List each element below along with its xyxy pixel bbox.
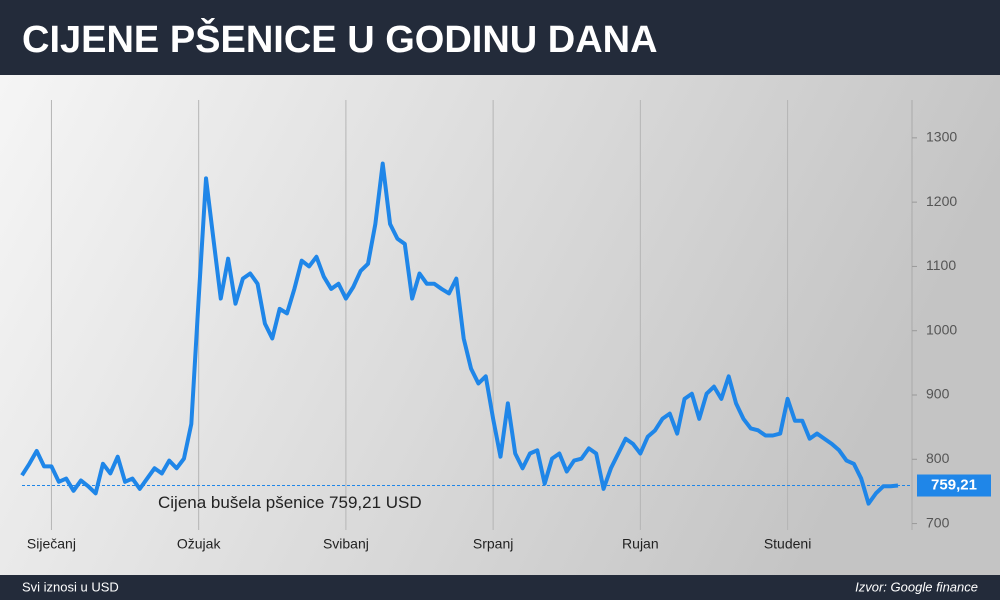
- reference-annotation: Cijena bušela pšenice 759,21 USD: [158, 493, 422, 512]
- y-tick-label: 1000: [926, 321, 957, 337]
- y-tick-label: 800: [926, 450, 950, 466]
- y-tick-label: 900: [926, 386, 950, 402]
- footer-note: Svi iznosi u USD: [22, 579, 119, 594]
- x-tick-label: Siječanj: [27, 536, 76, 552]
- source: Izvor: Google finance: [855, 579, 978, 594]
- y-tick-label: 1200: [926, 193, 957, 209]
- header: [0, 0, 1000, 75]
- x-tick-label: Srpanj: [473, 536, 513, 552]
- x-tick-label: Ožujak: [177, 536, 222, 552]
- y-tick-label: 1300: [926, 129, 957, 145]
- reference-label: 759,21: [931, 476, 977, 493]
- price-line: [20, 161, 899, 506]
- x-tick-label: Svibanj: [323, 536, 369, 552]
- y-tick-label: 700: [926, 514, 950, 530]
- reference-label-box: [917, 474, 991, 497]
- footer: [0, 575, 1000, 600]
- y-tick-label: 1100: [926, 257, 956, 273]
- x-tick-label: Rujan: [622, 536, 659, 552]
- x-tick-label: Studeni: [764, 536, 811, 552]
- chart-title: CIJENE PŠENICE U GODINU DANA: [22, 16, 658, 61]
